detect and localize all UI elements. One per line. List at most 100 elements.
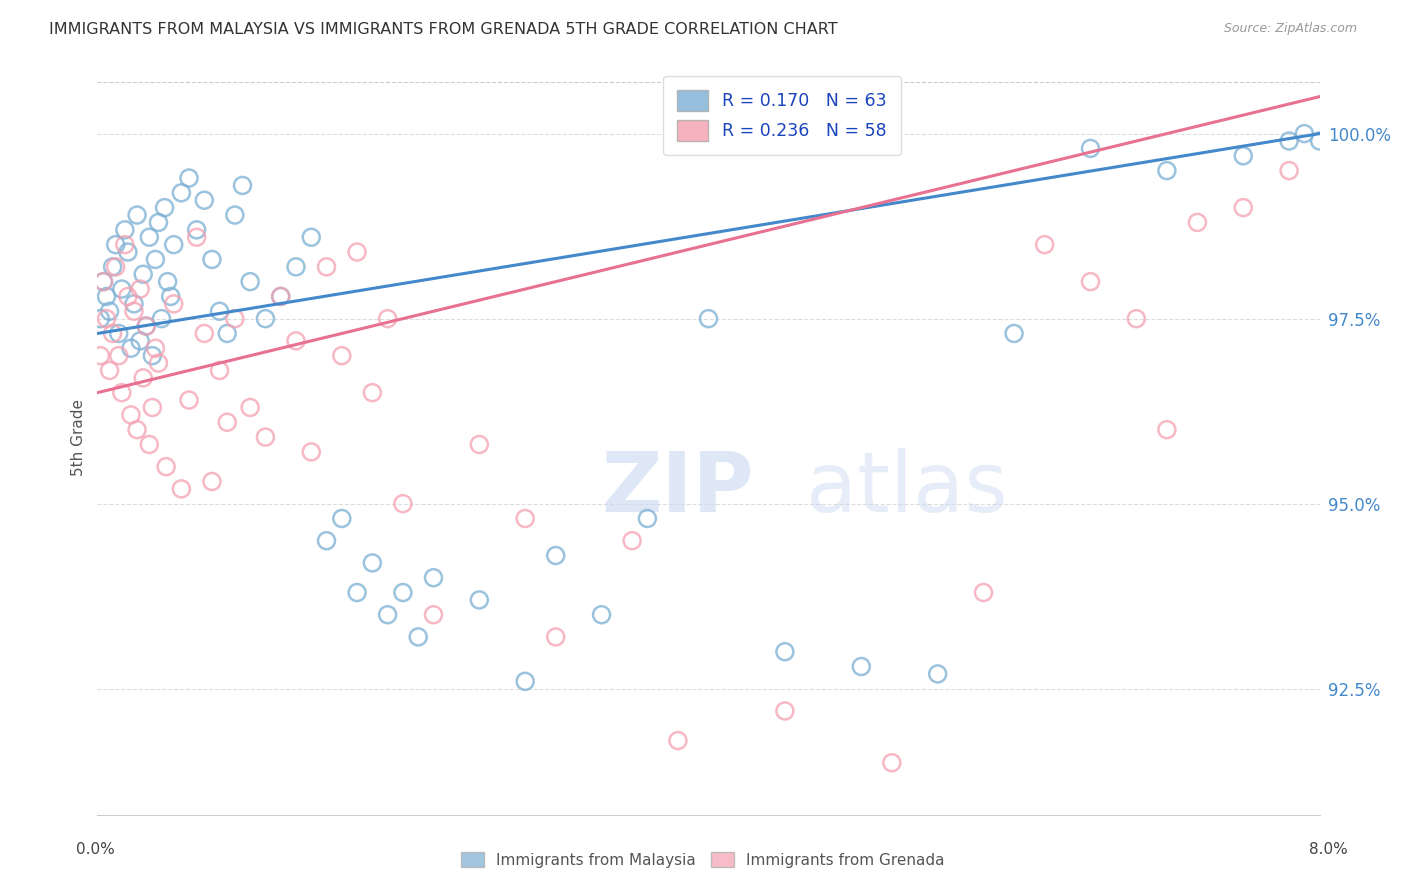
Point — [1002, 326, 1025, 341]
Point — [1080, 275, 1102, 289]
Point — [107, 349, 129, 363]
Point — [129, 334, 152, 348]
Point — [544, 549, 567, 563]
Point — [315, 260, 337, 274]
Point — [621, 533, 644, 548]
Point — [177, 393, 200, 408]
Point — [217, 415, 239, 429]
Point — [239, 275, 262, 289]
Point — [89, 311, 111, 326]
Text: 0.0%: 0.0% — [76, 842, 115, 856]
Point — [122, 304, 145, 318]
Point — [170, 186, 193, 200]
Point — [422, 607, 444, 622]
Point — [468, 593, 491, 607]
Point — [361, 556, 384, 570]
Point — [880, 756, 903, 770]
Point — [239, 401, 262, 415]
Point — [89, 349, 111, 363]
Point — [1278, 163, 1301, 178]
Point — [254, 430, 277, 444]
Point — [254, 311, 277, 326]
Point — [1125, 311, 1147, 326]
Point — [422, 571, 444, 585]
Point — [125, 208, 148, 222]
Point — [135, 319, 157, 334]
Point — [377, 607, 399, 622]
Point — [231, 178, 253, 193]
Legend: R = 0.170   N = 63, R = 0.236   N = 58: R = 0.170 N = 63, R = 0.236 N = 58 — [664, 76, 901, 154]
Point — [1309, 134, 1331, 148]
Point — [544, 630, 567, 644]
Point — [299, 445, 322, 459]
Point — [114, 237, 136, 252]
Point — [973, 585, 995, 599]
Point — [697, 311, 720, 326]
Point — [156, 275, 179, 289]
Point — [193, 326, 215, 341]
Point — [98, 363, 121, 377]
Point — [104, 237, 127, 252]
Point — [224, 311, 246, 326]
Point — [159, 289, 181, 303]
Point — [104, 260, 127, 274]
Point — [114, 223, 136, 237]
Point — [201, 475, 224, 489]
Point — [666, 733, 689, 747]
Point — [591, 607, 613, 622]
Point — [135, 319, 157, 334]
Point — [98, 304, 121, 318]
Text: ZIP: ZIP — [602, 449, 754, 529]
Point — [392, 585, 415, 599]
Point — [1080, 141, 1102, 155]
Text: 8.0%: 8.0% — [1309, 842, 1348, 856]
Point — [361, 385, 384, 400]
Point — [186, 230, 208, 244]
Point — [346, 585, 368, 599]
Point — [377, 311, 399, 326]
Point — [111, 385, 134, 400]
Point — [132, 267, 155, 281]
Point — [468, 437, 491, 451]
Legend: Immigrants from Malaysia, Immigrants from Grenada: Immigrants from Malaysia, Immigrants fro… — [456, 846, 950, 873]
Point — [138, 230, 160, 244]
Point — [96, 289, 118, 303]
Point — [163, 237, 186, 252]
Point — [186, 223, 208, 237]
Point — [117, 245, 139, 260]
Point — [155, 459, 177, 474]
Point — [346, 245, 368, 260]
Point — [406, 630, 429, 644]
Point — [1033, 237, 1056, 252]
Point — [201, 252, 224, 267]
Point — [851, 659, 873, 673]
Point — [1232, 201, 1254, 215]
Point — [145, 341, 167, 355]
Point — [177, 171, 200, 186]
Point — [117, 289, 139, 303]
Point — [129, 282, 152, 296]
Text: Source: ZipAtlas.com: Source: ZipAtlas.com — [1223, 22, 1357, 36]
Point — [773, 704, 796, 718]
Y-axis label: 5th Grade: 5th Grade — [72, 399, 86, 475]
Point — [636, 511, 658, 525]
Point — [141, 401, 163, 415]
Point — [208, 363, 231, 377]
Point — [141, 349, 163, 363]
Point — [1187, 215, 1209, 229]
Point — [120, 408, 142, 422]
Point — [150, 311, 173, 326]
Point — [163, 297, 186, 311]
Point — [148, 356, 170, 370]
Point — [120, 341, 142, 355]
Point — [101, 260, 124, 274]
Text: atlas: atlas — [806, 449, 1008, 529]
Point — [217, 326, 239, 341]
Point — [148, 215, 170, 229]
Point — [515, 674, 537, 689]
Point — [299, 230, 322, 244]
Point — [927, 667, 949, 681]
Point — [285, 260, 308, 274]
Point — [107, 326, 129, 341]
Point — [93, 275, 115, 289]
